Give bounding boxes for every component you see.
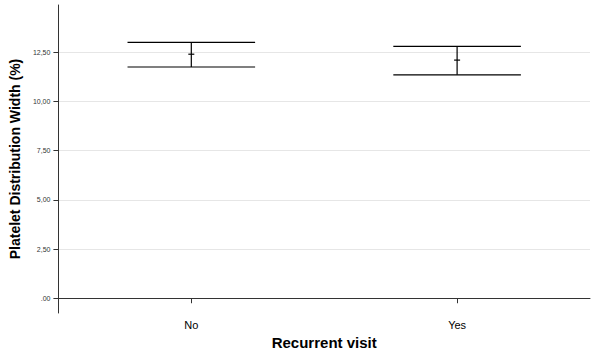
svg-text:7,50: 7,50 [37,147,51,154]
svg-text:Recurrent visit: Recurrent visit [272,334,377,351]
svg-text:12,50: 12,50 [33,49,51,56]
svg-text:.00: .00 [41,295,51,302]
svg-text:10,00: 10,00 [33,98,51,105]
svg-text:2,50: 2,50 [37,246,51,253]
svg-text:Platelet Distribution Width (%: Platelet Distribution Width (%) [7,59,23,260]
svg-text:Yes: Yes [448,319,466,331]
svg-text:No: No [184,319,198,331]
svg-text:5,00: 5,00 [37,196,51,203]
